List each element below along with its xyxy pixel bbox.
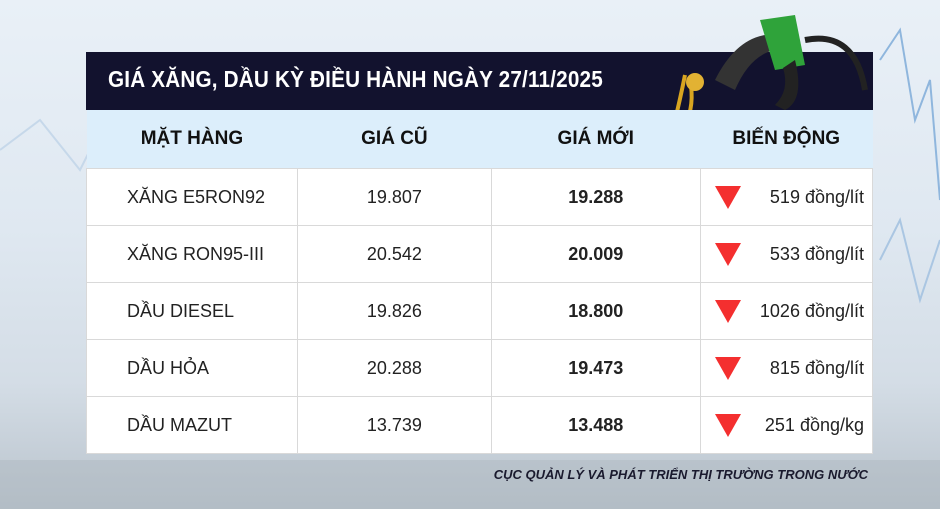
item-name: DẦU MAZUT bbox=[86, 396, 298, 454]
down-arrow-icon bbox=[714, 357, 741, 380]
table-row: XĂNG RON95-III 20.542 20.009 533 đồng/lí… bbox=[86, 225, 874, 283]
table-row: DẦU MAZUT 13.739 13.488 251 đồng/kg bbox=[86, 396, 874, 454]
change-value: 251 đồng/kg bbox=[764, 414, 864, 435]
down-arrow-icon bbox=[714, 300, 741, 323]
new-price: 20.009 bbox=[490, 225, 701, 283]
column-header-change: BIẾN ĐỘNG bbox=[700, 110, 873, 169]
change-value: 815 đồng/lít bbox=[769, 357, 864, 378]
down-arrow-icon bbox=[714, 414, 741, 437]
table-row: DẦU DIESEL 19.826 18.800 1026 đồng/lít bbox=[86, 282, 874, 340]
page-title: GIÁ XĂNG, DẦU KỲ ĐIỀU HÀNH NGÀY 27/11/20… bbox=[108, 66, 603, 92]
item-name: XĂNG RON95-III bbox=[86, 225, 298, 283]
old-price: 19.826 bbox=[296, 282, 492, 340]
table-header-row: MẶT HÀNG GIÁ CŨ GIÁ MỚI BIẾN ĐỘNG bbox=[86, 110, 873, 169]
price-change: 519 đồng/lít bbox=[699, 168, 874, 226]
down-arrow-icon bbox=[714, 243, 741, 266]
old-price: 19.807 bbox=[296, 168, 492, 226]
column-header-new-price: GIÁ MỚI bbox=[491, 110, 701, 169]
item-name: XĂNG E5RON92 bbox=[86, 168, 298, 226]
item-name: DẦU DIESEL bbox=[86, 282, 298, 340]
price-change: 533 đồng/lít bbox=[699, 225, 874, 283]
column-header-old-price: GIÁ CŨ bbox=[297, 110, 492, 169]
new-price: 19.288 bbox=[490, 168, 701, 226]
new-price: 19.473 bbox=[490, 339, 701, 397]
old-price: 13.739 bbox=[296, 396, 492, 454]
change-value: 519 đồng/lít bbox=[769, 186, 864, 207]
column-header-item: MẶT HÀNG bbox=[86, 110, 298, 169]
table-row: XĂNG E5RON92 19.807 19.288 519 đồng/lít bbox=[86, 168, 874, 226]
down-arrow-icon bbox=[714, 186, 741, 209]
old-price: 20.288 bbox=[296, 339, 492, 397]
change-value: 533 đồng/lít bbox=[769, 243, 864, 264]
item-name: DẦU HỎA bbox=[86, 339, 298, 397]
new-price: 18.800 bbox=[490, 282, 701, 340]
new-price: 13.488 bbox=[490, 396, 701, 454]
old-price: 20.542 bbox=[296, 225, 492, 283]
price-change: 1026 đồng/lít bbox=[699, 282, 874, 340]
price-change: 251 đồng/kg bbox=[699, 396, 874, 454]
table-row: DẦU HỎA 20.288 19.473 815 đồng/lít bbox=[86, 339, 874, 397]
title-bar: GIÁ XĂNG, DẦU KỲ ĐIỀU HÀNH NGÀY 27/11/20… bbox=[86, 52, 873, 110]
source-footer: CỤC QUẢN LÝ VÀ PHÁT TRIỂN THỊ TRƯỜNG TRO… bbox=[493, 467, 868, 482]
fuel-price-table: MẶT HÀNG GIÁ CŨ GIÁ MỚI BIẾN ĐỘNG XĂNG E… bbox=[86, 110, 874, 454]
price-change: 815 đồng/lít bbox=[699, 339, 874, 397]
change-value: 1026 đồng/lít bbox=[759, 300, 864, 321]
